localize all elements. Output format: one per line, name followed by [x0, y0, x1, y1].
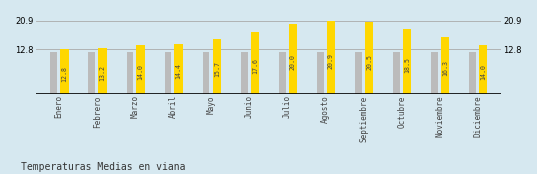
- Bar: [355, 52, 362, 94]
- Bar: [365, 22, 373, 94]
- Text: 12.8: 12.8: [61, 66, 68, 82]
- Text: 20.0: 20.0: [290, 54, 296, 70]
- Text: 14.0: 14.0: [137, 64, 143, 80]
- Bar: [326, 21, 335, 94]
- Text: 15.7: 15.7: [214, 61, 220, 77]
- Text: 14.0: 14.0: [480, 64, 486, 80]
- Bar: [241, 52, 248, 94]
- Text: 20.5: 20.5: [366, 54, 372, 70]
- Bar: [431, 52, 438, 94]
- Bar: [202, 52, 209, 94]
- Text: 17.6: 17.6: [252, 58, 258, 74]
- Text: 13.2: 13.2: [99, 65, 105, 81]
- Bar: [60, 49, 69, 94]
- Bar: [164, 52, 171, 94]
- Bar: [289, 24, 297, 94]
- Bar: [213, 39, 221, 94]
- Bar: [393, 52, 400, 94]
- Bar: [89, 52, 95, 94]
- Bar: [317, 52, 324, 94]
- Text: 18.5: 18.5: [404, 57, 410, 73]
- Bar: [469, 52, 476, 94]
- Bar: [251, 32, 259, 94]
- Bar: [50, 52, 57, 94]
- Text: 16.3: 16.3: [442, 60, 448, 76]
- Bar: [98, 48, 107, 94]
- Bar: [175, 44, 183, 94]
- Bar: [403, 29, 411, 94]
- Bar: [479, 45, 488, 94]
- Text: 20.9: 20.9: [328, 53, 334, 69]
- Bar: [127, 52, 133, 94]
- Bar: [279, 52, 286, 94]
- Text: Temperaturas Medias en viana: Temperaturas Medias en viana: [21, 162, 186, 172]
- Bar: [441, 37, 449, 94]
- Text: 14.4: 14.4: [176, 63, 182, 79]
- Bar: [136, 45, 145, 94]
